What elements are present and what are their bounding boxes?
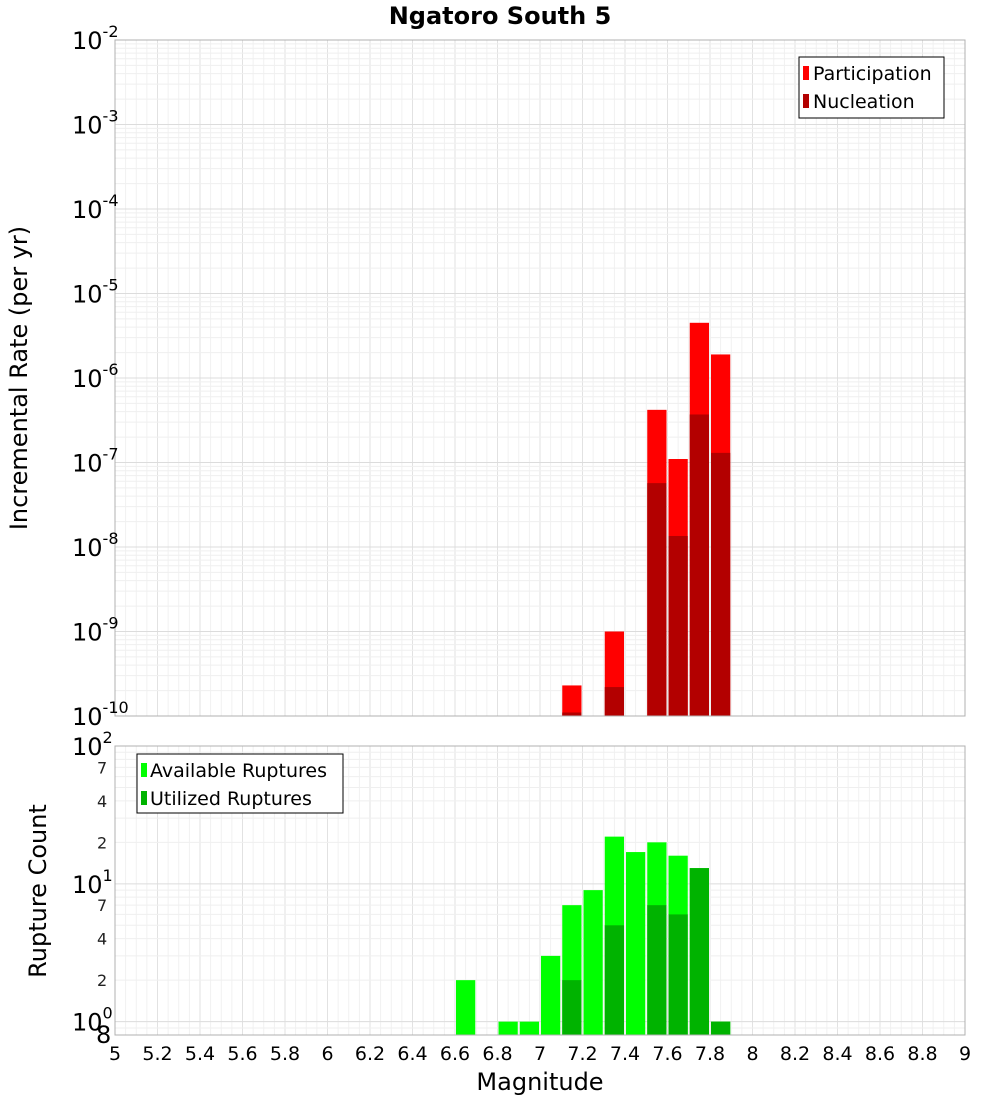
legend-swatch-utilized — [141, 791, 147, 805]
y-minor-tick-label: 4 — [97, 792, 107, 811]
y-tick-label: 102 — [72, 728, 113, 761]
x-axis-label: Magnitude — [476, 1068, 603, 1096]
x-tick-label: 5.4 — [185, 1043, 215, 1065]
x-tick-label: 8.4 — [822, 1043, 852, 1065]
x-tick-label: 6.2 — [355, 1043, 385, 1065]
top-gridlines — [114, 39, 966, 717]
bottom-y-axis-label: Rupture Count — [24, 804, 52, 978]
y-tick-label: 10-9 — [72, 614, 119, 647]
legend-swatch-nucleation — [803, 94, 809, 108]
x-tick-label: 8.8 — [907, 1043, 937, 1065]
top-legend: Participation Nucleation — [798, 56, 945, 119]
x-tick-label: 8.2 — [780, 1043, 810, 1065]
y-minor-tick-label: 2 — [97, 833, 107, 852]
bottom-bar-utilized-ruptures — [668, 914, 688, 1035]
top-bar-nucleation — [711, 452, 731, 716]
y-tick-label: 10-3 — [72, 107, 119, 140]
top-bar-nucleation — [689, 414, 709, 716]
x-tick-labels: 5 5.2 5.4 5.6 5.8 6 6.2 6.4 6.6 6.8 7 7.2 7.4 7.6 7.8 8… — [109, 1043, 971, 1065]
bottom-bar-available-ruptures — [456, 980, 476, 1035]
x-tick-label: 7.2 — [567, 1043, 597, 1065]
legend-swatch-available — [141, 763, 147, 777]
y-tick-label: 10-7 — [72, 445, 119, 478]
bottom-bar-available-ruptures — [541, 955, 561, 1035]
bottom-bars — [456, 836, 731, 1035]
bottom-bar-utilized-ruptures — [711, 1021, 731, 1035]
y-tick-label: 10-2 — [72, 22, 119, 55]
x-tick-label: 5 — [109, 1043, 121, 1065]
x-tick-label: 7.4 — [610, 1043, 640, 1065]
x-tick-label: 6.8 — [482, 1043, 512, 1065]
x-tick-label: 5.6 — [227, 1043, 257, 1065]
x-tick-label: 7 — [534, 1043, 546, 1065]
top-y-axis-label: Incremental Rate (per yr) — [5, 226, 33, 530]
chart-title: Ngatoro South 5 — [389, 2, 612, 30]
top-bar-nucleation — [604, 687, 624, 716]
y-tick-label: 10-4 — [72, 191, 119, 224]
y-minor-tick-label: 7 — [97, 758, 107, 777]
x-tick-label: 6.6 — [440, 1043, 470, 1065]
x-tick-label: 8.6 — [865, 1043, 895, 1065]
legend-swatch-participation — [803, 66, 809, 80]
top-plot-frame — [114, 39, 966, 717]
y-tick-label: 101 — [72, 866, 113, 899]
bottom-bar-available-ruptures — [498, 1021, 518, 1035]
y-minor-tick-label: 4 — [97, 930, 107, 949]
top-bar-participation — [562, 685, 582, 716]
y-tick-label: 10-10 — [72, 698, 129, 731]
y-minor-tick-label: 2 — [97, 971, 107, 990]
y-tick-label: 10-6 — [72, 360, 119, 393]
bottom-bar-utilized-ruptures — [604, 925, 624, 1035]
x-tick-label: 5.2 — [142, 1043, 172, 1065]
bottom-y-tick-labels: 102 101 100 7 4 2 7 4 2 8 — [72, 728, 113, 1049]
legend-label-available: Available Ruptures — [150, 760, 327, 782]
legend-label-nucleation: Nucleation — [813, 91, 915, 113]
top-bars — [562, 322, 731, 716]
x-tick-label: 5.8 — [270, 1043, 300, 1065]
bottom-plot-frame — [114, 745, 966, 1036]
top-bar-nucleation — [647, 483, 667, 716]
y-tick-label: 100 — [72, 1004, 113, 1037]
bottom-bar-utilized-ruptures — [689, 868, 709, 1035]
y-minor-tick-label: 7 — [97, 896, 107, 915]
y-tick-label: 10-5 — [72, 276, 119, 309]
x-tick-label: 8 — [746, 1043, 758, 1065]
top-bar-nucleation — [668, 535, 688, 716]
x-tick-label: 9 — [959, 1043, 971, 1065]
top-y-tick-labels: 10-2 10-3 10-4 10-5 10-6 10-7 10-8 10-9 10-10 — [72, 22, 129, 731]
bottom-bar-available-ruptures — [583, 890, 603, 1035]
y-minor-tick-label: 8 — [96, 1021, 111, 1049]
bottom-bar-available-ruptures — [519, 1021, 539, 1035]
bottom-legend: Available Ruptures Utilized Ruptures — [136, 753, 344, 814]
y-tick-label: 10-8 — [72, 529, 119, 562]
bottom-bar-available-ruptures — [626, 852, 646, 1035]
bottom-bar-utilized-ruptures — [562, 980, 582, 1035]
legend-label-utilized: Utilized Ruptures — [150, 788, 312, 810]
x-tick-label: 7.8 — [695, 1043, 725, 1065]
top-bar-nucleation — [562, 712, 582, 716]
x-tick-label: 6 — [321, 1043, 333, 1065]
bottom-bar-utilized-ruptures — [647, 905, 667, 1035]
x-tick-label: 7.6 — [652, 1043, 682, 1065]
legend-label-participation: Participation — [813, 63, 932, 85]
x-tick-label: 6.4 — [397, 1043, 427, 1065]
